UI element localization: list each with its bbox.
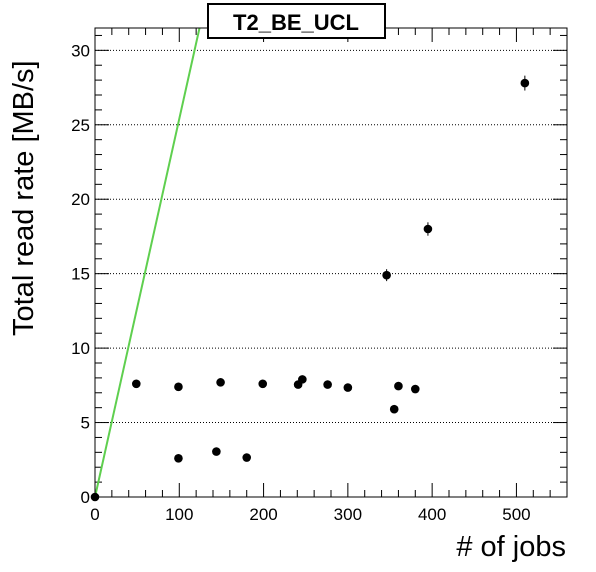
x-tick-label: 300 [334, 505, 362, 524]
y-tick-label: 20 [71, 190, 90, 209]
data-point [423, 224, 433, 234]
data-point [174, 453, 183, 463]
y-tick-label: 0 [81, 488, 90, 507]
x-axis-title: # of jobs [456, 531, 566, 563]
x-tick-label: 200 [249, 505, 277, 524]
y-tick-label: 25 [71, 116, 90, 135]
data-point [242, 453, 252, 462]
data-point [410, 384, 420, 394]
chart-title-box: T2_BE_UCL [207, 3, 386, 39]
data-point [520, 78, 530, 88]
y-tick-label: 5 [81, 414, 90, 433]
y-tick-label: 30 [71, 41, 90, 60]
data-point [132, 379, 141, 389]
data-point [174, 382, 183, 392]
x-tick-label: 0 [90, 505, 99, 524]
grid-lines [95, 49, 567, 424]
x-tick-label: 400 [418, 505, 446, 524]
data-point [258, 379, 268, 389]
data-point [212, 447, 221, 456]
data-points [90, 75, 530, 502]
y-tick-label: 10 [71, 339, 90, 358]
title-box-frame [207, 3, 386, 39]
plot-frame [94, 27, 568, 498]
reference-line [94, 27, 201, 498]
reference-line-layer [94, 27, 201, 498]
data-point [394, 381, 403, 391]
axis-ticks [94, 28, 568, 498]
chart-title: T2_BE_UCL [233, 10, 359, 35]
data-point [389, 404, 399, 414]
x-tick-label: 500 [502, 505, 530, 524]
y-tick-label: 15 [71, 265, 90, 284]
data-point [343, 383, 353, 392]
data-point [298, 375, 307, 384]
data-point [323, 380, 332, 389]
x-tick-label: 100 [165, 505, 193, 524]
data-point [382, 270, 391, 280]
y-axis-title: Total read rate [MB/s] [8, 60, 40, 336]
data-point [216, 378, 225, 387]
